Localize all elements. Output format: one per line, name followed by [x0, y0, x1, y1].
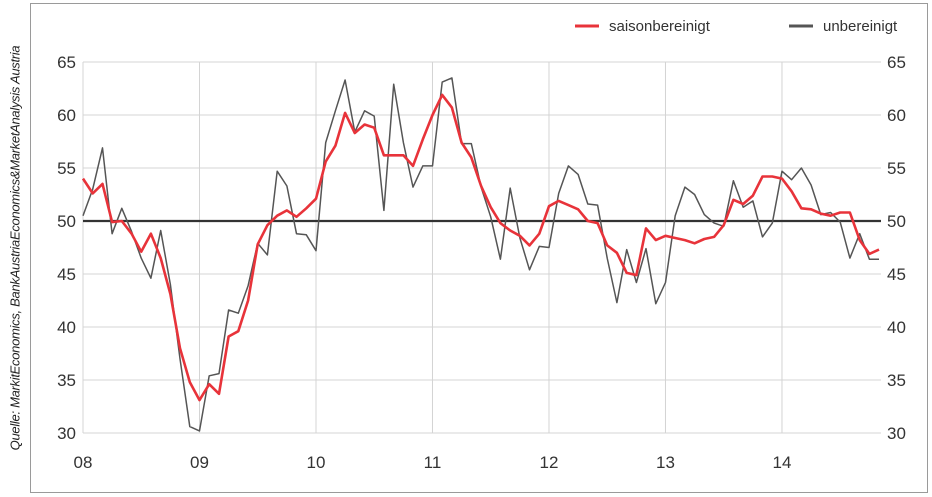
y-tick-label-right: 45 [887, 265, 906, 284]
y-tick-label-left: 40 [57, 318, 76, 337]
source-note: Quelle: MarkitEconomics, BankAustriaEcon… [7, 45, 23, 451]
x-tick-label: 09 [190, 453, 209, 472]
y-tick-label-left: 50 [57, 212, 76, 231]
x-tick-label: 14 [773, 453, 792, 472]
source-note-container: Quelle: MarkitEconomics, BankAustriaEcon… [0, 0, 30, 497]
y-tick-label-left: 60 [57, 106, 76, 125]
y-tick-label-right: 35 [887, 371, 906, 390]
y-tick-label-right: 30 [887, 424, 906, 443]
series-line-saisonbereinigt [81, 93, 880, 402]
y-tick-label-left: 65 [57, 53, 76, 72]
line-chart: 30 30 35 35 40 40 45 45 50 50 55 55 60 60 65 65 08 09 10 11… [57, 18, 906, 472]
x-tick-label: 12 [540, 453, 559, 472]
legend-label-unbereinigt: unbereinigt [823, 18, 898, 35]
series-line-unbereinigt [82, 77, 879, 432]
x-tick-label: 11 [424, 453, 442, 472]
y-tick-label-left: 30 [57, 424, 76, 443]
y-tick-label-right: 40 [887, 318, 906, 337]
x-tick-label: 08 [74, 453, 93, 472]
x-tick-label: 10 [307, 453, 326, 472]
y-tick-label-left: 35 [57, 371, 76, 390]
y-tick-label-left: 55 [57, 159, 76, 178]
y-tick-label-left: 45 [57, 265, 76, 284]
y-tick-label-right: 65 [887, 53, 906, 72]
legend-label-saisonbereinigt: saisonbereinigt [609, 18, 711, 35]
y-tick-label-right: 55 [887, 159, 906, 178]
x-tick-label: 13 [656, 453, 675, 472]
y-tick-label-right: 50 [887, 212, 906, 231]
chart-frame: 30 30 35 35 40 40 45 45 50 50 55 55 60 60 65 65 08 09 10 11… [30, 3, 928, 493]
y-tick-label-right: 60 [887, 106, 906, 125]
